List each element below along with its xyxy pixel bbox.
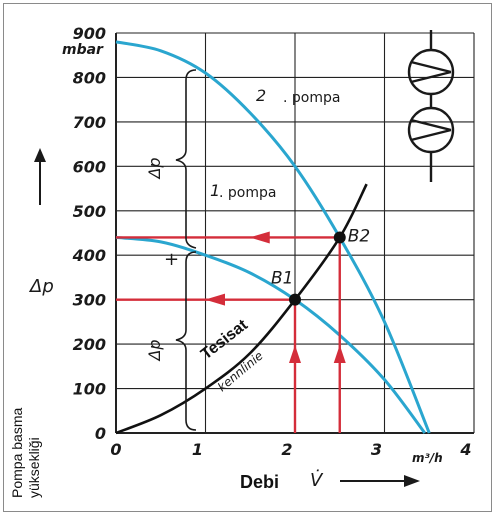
pump1-label: . pompa xyxy=(219,185,276,201)
point-B2 xyxy=(333,231,346,244)
point-B1 xyxy=(289,293,301,306)
red-guide-lines xyxy=(116,231,346,433)
guide-v-arrow-B2 xyxy=(333,345,346,363)
guide-h-arrow-B1 xyxy=(205,293,225,306)
point-label-B2: B2 xyxy=(348,226,370,246)
y-tick-200: 200 xyxy=(73,335,106,354)
x-tick-2: 2 xyxy=(281,440,292,459)
gridlines xyxy=(115,32,475,434)
y-axis-label: Δp xyxy=(28,276,54,297)
guide-h-arrow-B2 xyxy=(249,231,270,244)
y-tick-300: 300 xyxy=(73,291,106,310)
x-tick-labels: 0 1 2 3 4 xyxy=(110,440,471,459)
pump2-label: . pompa xyxy=(283,90,340,106)
guide-v-arrow-B1 xyxy=(289,345,301,363)
delta-p-braces: Δp Δp + xyxy=(145,69,197,431)
plus-sign: + xyxy=(164,249,179,270)
y-unit-label: mbar xyxy=(62,42,104,58)
pump-symbol-icon xyxy=(407,30,455,182)
x-unit-label: m³/h xyxy=(412,451,443,465)
figure-border xyxy=(3,3,492,512)
operating-points: B1 B2 xyxy=(271,226,370,306)
pump1-number: 1 xyxy=(210,181,220,200)
lower-brace xyxy=(175,251,197,431)
y-tick-900: 900 xyxy=(73,24,106,43)
y-tick-labels: 0 100 200 300 400 500 600 700 800 900 xyxy=(72,24,106,443)
x-axis-label: Debi xyxy=(240,472,279,492)
delta-p-upper-label: Δp xyxy=(145,157,164,180)
x-tick-1: 1 xyxy=(192,440,203,459)
y-tick-600: 600 xyxy=(73,157,106,176)
y-tick-700: 700 xyxy=(73,113,106,132)
kennlinie-label: kennlinie xyxy=(215,349,266,395)
x-tick-3: 3 xyxy=(371,440,382,459)
y-tick-0: 0 xyxy=(95,424,106,443)
y-tick-800: 800 xyxy=(73,68,106,87)
y-tick-100: 100 xyxy=(73,380,106,399)
series-line-2 xyxy=(115,235,426,434)
y-tick-400: 400 xyxy=(72,246,106,265)
x-tick-4: 4 xyxy=(459,440,471,459)
y-axis-title: Δp xyxy=(28,148,54,297)
series-line-1 xyxy=(115,40,431,434)
side-label-line2: yüksekliği xyxy=(26,437,42,498)
delta-p-lower-label: Δp xyxy=(145,339,164,362)
upper-brace xyxy=(175,69,197,249)
x-axis-symbol: V̇ xyxy=(310,470,324,491)
side-label-line1: Pompa basma xyxy=(9,408,25,498)
x-tick-0: 0 xyxy=(110,440,121,459)
y-tick-500: 500 xyxy=(73,202,106,221)
pump2-number: 2 xyxy=(256,86,266,105)
point-label-B1: B1 xyxy=(271,269,293,289)
x-axis-title: Debi V̇ xyxy=(240,470,420,492)
